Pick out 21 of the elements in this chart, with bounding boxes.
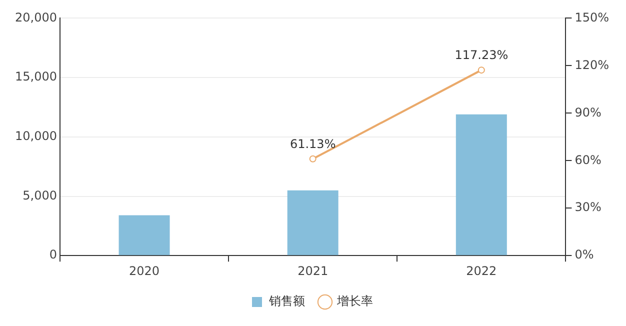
legend-label: 增长率	[336, 294, 373, 308]
bar	[456, 114, 507, 256]
y2-tick-label: 30%	[574, 200, 602, 214]
y2-tick-label: 150%	[574, 10, 610, 24]
y-tick-label: 20,000	[14, 10, 57, 24]
x-tick-label: 2021	[298, 264, 328, 278]
y-tick-label: 10,000	[14, 129, 57, 144]
bar	[287, 190, 338, 256]
data-label: 61.13%	[290, 136, 336, 151]
y2-tick-label: 0%	[574, 248, 594, 262]
x-tick-label: 2020	[129, 264, 160, 278]
y2-tick-label: 60%	[574, 152, 602, 167]
y-tick-label: 0	[49, 248, 57, 262]
bar	[118, 215, 170, 256]
legend-label: 销售额	[268, 294, 305, 308]
y2-tick-label: 90%	[574, 105, 602, 120]
y-tick-label: 5,000	[22, 188, 57, 202]
x-tick-label: 2022	[466, 264, 497, 278]
data-label: 117.23%	[454, 48, 508, 62]
y2-tick-label: 120%	[574, 58, 610, 72]
y-tick-label: 15,000	[14, 70, 57, 84]
